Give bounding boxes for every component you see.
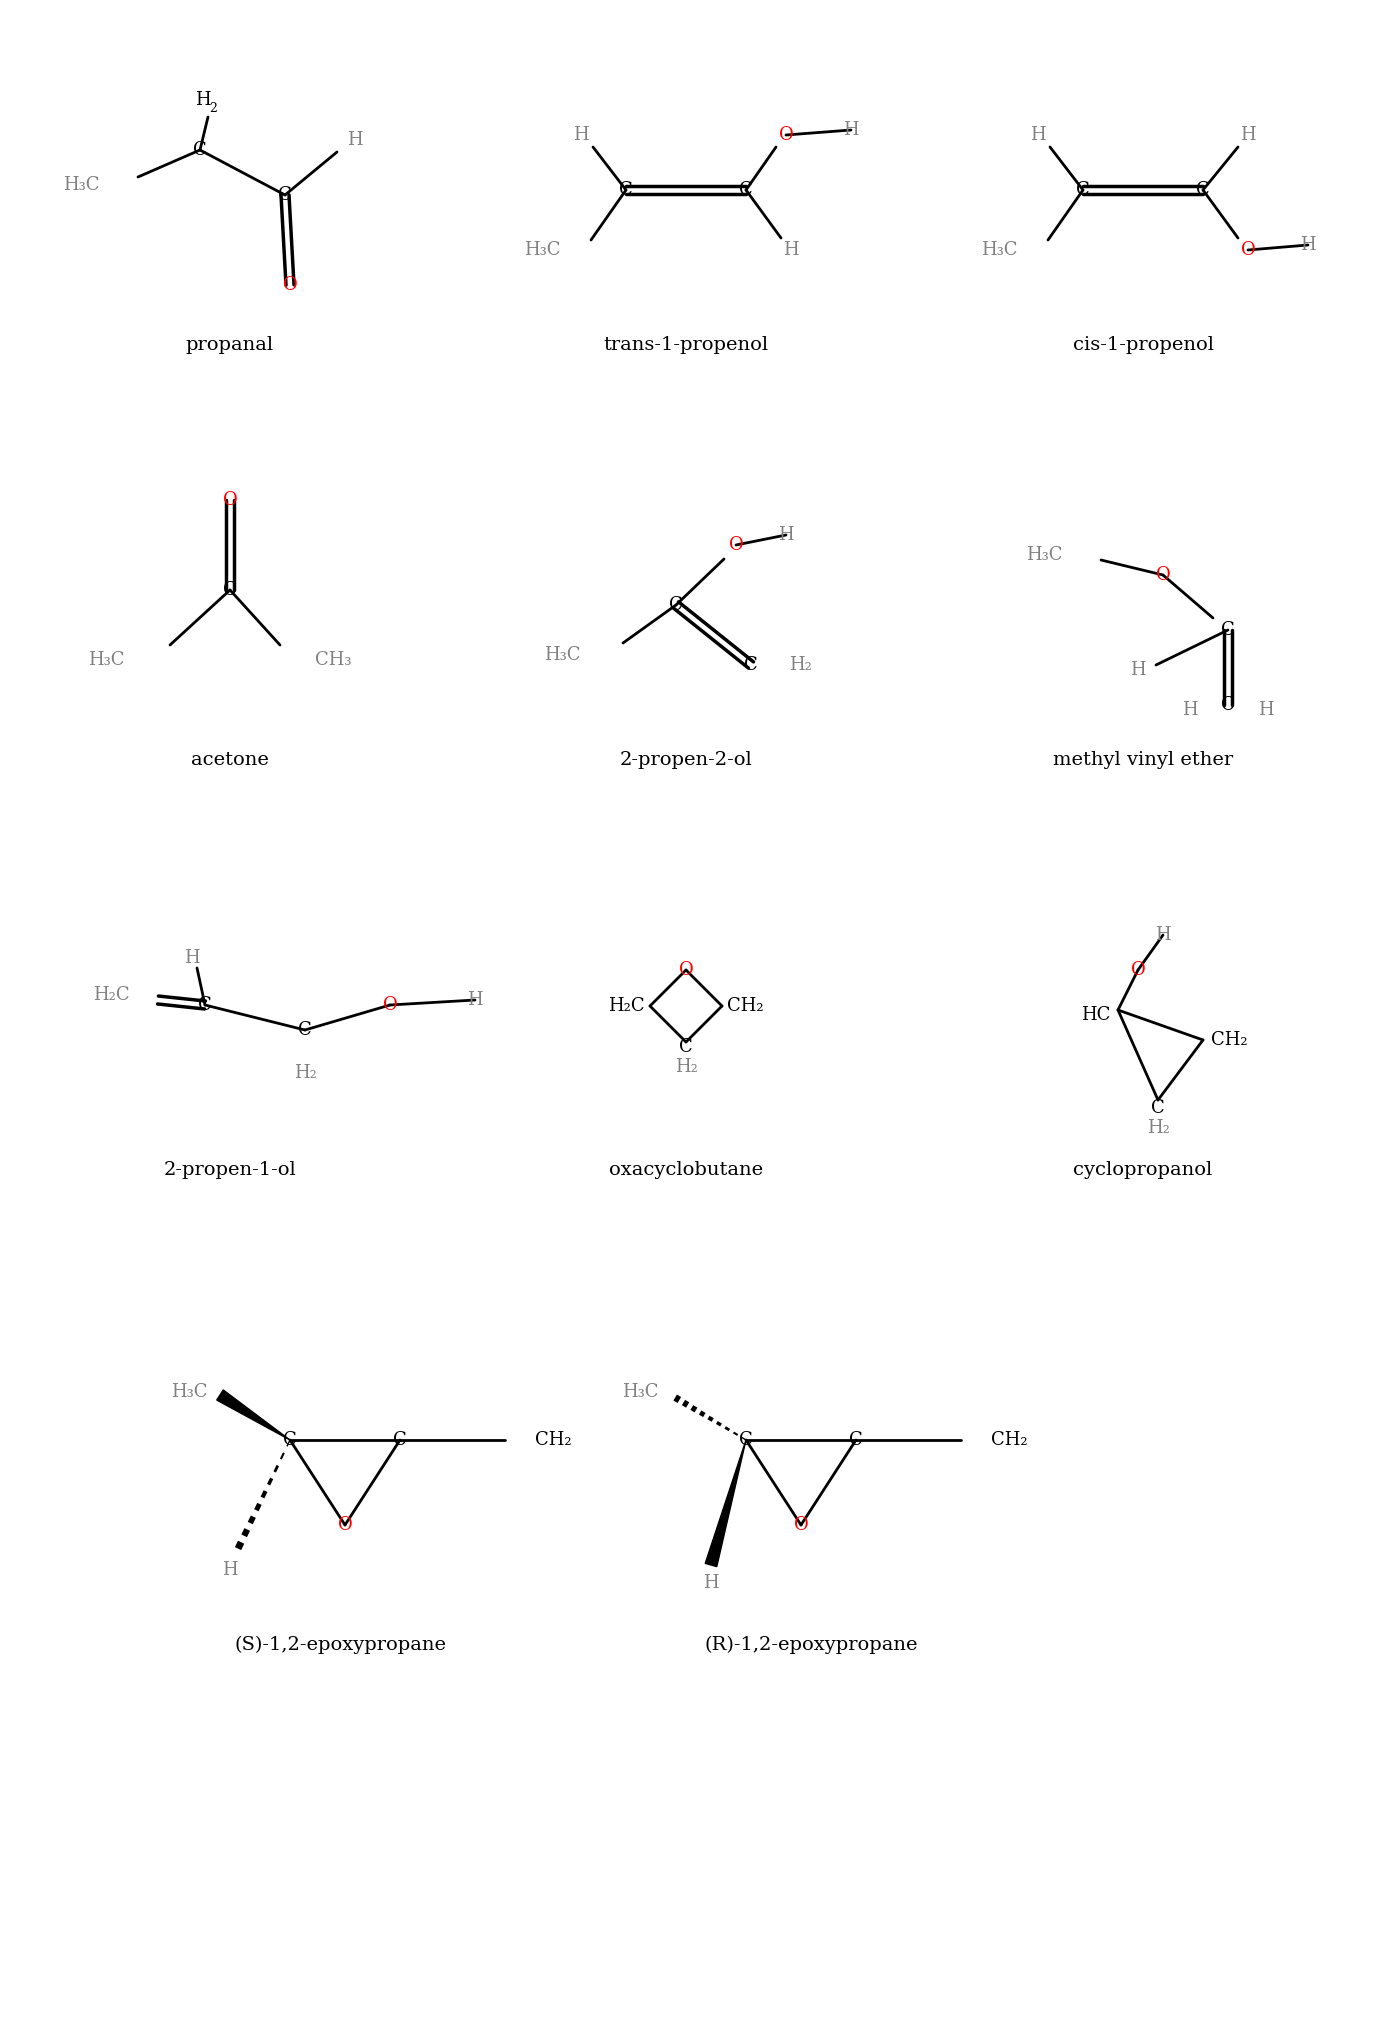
Text: C: C	[744, 656, 758, 675]
Text: H: H	[1300, 235, 1315, 253]
Text: H: H	[1182, 701, 1197, 719]
Text: oxacyclobutane: oxacyclobutane	[610, 1161, 763, 1179]
Text: C: C	[669, 597, 682, 613]
Text: CH₃: CH₃	[314, 650, 351, 668]
Text: H₂: H₂	[674, 1059, 697, 1075]
Text: H₃C: H₃C	[88, 650, 125, 668]
Text: cyclopropanol: cyclopropanol	[1074, 1161, 1212, 1179]
Text: H: H	[222, 1562, 238, 1580]
Text: CH₂: CH₂	[1211, 1030, 1248, 1049]
Text: C: C	[279, 186, 292, 204]
Text: O: O	[1241, 241, 1255, 260]
Text: CH₂: CH₂	[535, 1431, 571, 1449]
Text: propanal: propanal	[185, 335, 275, 354]
Text: (S)-1,2-epoxypropane: (S)-1,2-epoxypropane	[233, 1635, 446, 1654]
Text: H: H	[1258, 701, 1274, 719]
Text: C: C	[198, 995, 211, 1014]
Text: trans-1-propenol: trans-1-propenol	[604, 335, 769, 354]
Text: C: C	[393, 1431, 406, 1449]
Text: O: O	[1130, 961, 1145, 979]
Text: O: O	[1156, 566, 1170, 585]
Text: O: O	[729, 536, 743, 554]
Text: H: H	[1240, 127, 1256, 143]
Text: O: O	[283, 276, 298, 294]
Text: H₂C: H₂C	[608, 997, 645, 1016]
Text: H: H	[467, 991, 483, 1010]
Text: H: H	[347, 131, 362, 149]
Text: 2-propen-1-ol: 2-propen-1-ol	[163, 1161, 297, 1179]
Text: methyl vinyl ether: methyl vinyl ether	[1053, 750, 1233, 769]
Text: H₂: H₂	[1146, 1118, 1170, 1136]
Text: C: C	[1221, 697, 1234, 713]
Text: H₃C: H₃C	[982, 241, 1017, 260]
Text: H₃C: H₃C	[172, 1384, 207, 1400]
Text: CH₂: CH₂	[726, 997, 763, 1016]
Text: O: O	[222, 491, 238, 509]
Text: C: C	[224, 580, 238, 599]
Text: H: H	[573, 127, 589, 143]
Text: H: H	[195, 92, 211, 108]
Text: C: C	[298, 1022, 312, 1038]
Text: H: H	[703, 1574, 719, 1592]
Text: O: O	[778, 127, 794, 143]
Text: C: C	[680, 1038, 693, 1057]
Text: C: C	[739, 1431, 752, 1449]
Text: H: H	[843, 121, 859, 139]
Text: H: H	[184, 948, 200, 967]
Text: C: C	[283, 1431, 297, 1449]
Text: H₃C: H₃C	[545, 646, 581, 664]
Text: O: O	[338, 1517, 353, 1533]
Text: O: O	[678, 961, 693, 979]
Text: H: H	[1130, 660, 1146, 679]
Text: 2-propen-2-ol: 2-propen-2-ol	[619, 750, 752, 769]
Text: H: H	[1155, 926, 1171, 944]
Polygon shape	[706, 1441, 746, 1566]
Text: H: H	[778, 525, 794, 544]
Text: C: C	[619, 182, 633, 198]
Text: C: C	[1151, 1100, 1164, 1116]
Text: 2: 2	[209, 102, 217, 114]
Text: (R)-1,2-epoxypropane: (R)-1,2-epoxypropane	[704, 1635, 917, 1654]
Text: H₂C: H₂C	[93, 985, 130, 1004]
Text: O: O	[794, 1517, 809, 1533]
Text: CH₂: CH₂	[991, 1431, 1027, 1449]
Text: H₂: H₂	[294, 1065, 316, 1081]
Text: H₃C: H₃C	[622, 1384, 659, 1400]
Text: acetone: acetone	[191, 750, 269, 769]
Text: C: C	[739, 182, 752, 198]
Text: H₃C: H₃C	[1027, 546, 1063, 564]
Text: H₃C: H₃C	[524, 241, 562, 260]
Text: C: C	[1221, 621, 1234, 640]
Text: C: C	[194, 141, 207, 159]
Text: HC: HC	[1081, 1006, 1109, 1024]
Text: H₃C: H₃C	[63, 176, 100, 194]
Text: C: C	[849, 1431, 862, 1449]
Text: C: C	[1196, 182, 1210, 198]
Polygon shape	[217, 1390, 290, 1441]
Text: cis-1-propenol: cis-1-propenol	[1072, 335, 1214, 354]
Text: H: H	[1030, 127, 1046, 143]
Text: O: O	[383, 995, 397, 1014]
Text: H: H	[783, 241, 799, 260]
Text: C: C	[1076, 182, 1090, 198]
Text: H₂: H₂	[789, 656, 811, 675]
